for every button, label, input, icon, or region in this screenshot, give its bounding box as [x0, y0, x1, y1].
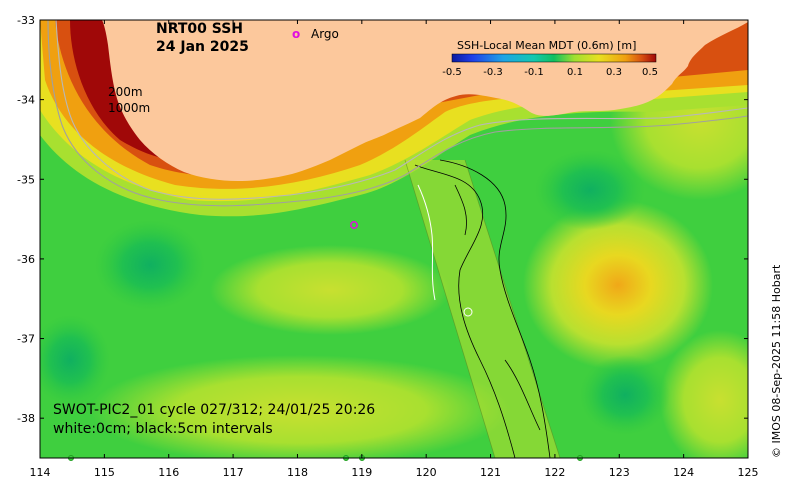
colorbar-tick: 0.1: [567, 67, 583, 78]
argo-float[interactable]: [350, 221, 358, 229]
eddy-high-east: [523, 200, 713, 370]
eddy-low-north: [535, 150, 645, 230]
ssh-contour: [504, 359, 541, 431]
x-tick-label: 121: [480, 466, 501, 479]
x-tick-label: 124: [673, 466, 694, 479]
yellow-east-bottom: [660, 330, 748, 458]
credit-text: © IMOS 08-Sep-2025 11:58 Hobart: [770, 264, 783, 458]
x-tick-label: 122: [544, 466, 565, 479]
isobath-label-1000m: 1000m: [108, 101, 150, 115]
x-tick-label: 125: [738, 466, 759, 479]
zero-contour-loop: [463, 307, 473, 317]
colorbar-tick: -0.1: [524, 67, 544, 78]
colorbar-scale: [451, 53, 657, 63]
y-tick-label: -37: [17, 333, 35, 346]
y-axis: -33 -34 -35 -36 -37 -38: [17, 14, 748, 425]
isobath-200m: [55, 20, 748, 200]
x-tick-label: 117: [223, 466, 244, 479]
ssh-contour: [439, 159, 551, 458]
x-tick-label: 120: [416, 466, 437, 479]
swath-edge-east: [464, 159, 561, 458]
eddy-low-west: [95, 220, 205, 310]
y-tick-label: -38: [17, 412, 35, 425]
contour-legend: white:0cm; black:5cm intervals: [53, 421, 273, 437]
colorbar-tick: 0.5: [642, 67, 658, 78]
eddy-low-sw: [40, 315, 110, 405]
map-date: 24 Jan 2025: [156, 39, 249, 55]
ssh-contour: [414, 164, 516, 458]
y-tick-label: -33: [17, 14, 35, 27]
colorbar: SSH-Local Mean MDT (0.6m) [m] -0.5 -0.3 …: [442, 39, 658, 78]
x-axis: 114 115 116 117 118 119 120 121 122 123 124 125: [30, 20, 759, 479]
argo-legend-label: Argo: [311, 27, 339, 41]
isobath-1000m: [47, 20, 748, 207]
y-tick-label: -36: [17, 253, 35, 266]
y-tick-label: -34: [17, 94, 35, 107]
isobath-label-200m: 200m: [108, 85, 143, 99]
colorbar-tick: -0.3: [483, 67, 503, 78]
x-tick-label: 115: [94, 466, 115, 479]
argo-legend-marker: o: [292, 27, 300, 41]
plot-frame: [39, 19, 749, 459]
swath-edge-west: [404, 159, 496, 458]
x-tick-label: 119: [351, 466, 372, 479]
swot-swath: [405, 160, 560, 458]
x-tick-label: 123: [609, 466, 630, 479]
map-title: NRT00 SSH: [156, 21, 243, 37]
yellow-band-mid: [210, 245, 450, 335]
x-tick-label: 114: [30, 466, 51, 479]
ssh-contour: [454, 184, 467, 236]
colorbar-title: SSH-Local Mean MDT (0.6m) [m]: [457, 39, 636, 52]
colorbar-tick: -0.5: [442, 67, 462, 78]
colorbar-tick: 0.3: [606, 67, 622, 78]
zero-contour: [417, 184, 436, 301]
eddy-low-south: [580, 355, 670, 435]
swot-info: SWOT-PIC2_01 cycle 027/312; 24/01/25 20:…: [53, 402, 375, 418]
y-tick-label: -35: [17, 173, 35, 186]
x-tick-label: 118: [287, 466, 308, 479]
yellow-band-south: [90, 355, 510, 458]
x-tick-label: 116: [158, 466, 179, 479]
